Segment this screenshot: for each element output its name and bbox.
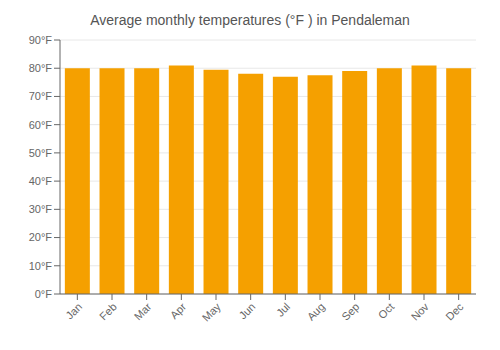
svg-text:50°F: 50°F [29, 147, 53, 159]
svg-text:20°F: 20°F [29, 231, 53, 243]
svg-text:Sep: Sep [339, 300, 361, 322]
svg-text:Apr: Apr [168, 300, 189, 321]
svg-text:0°F: 0°F [35, 288, 53, 300]
svg-text:May: May [200, 300, 224, 324]
svg-text:90°F: 90°F [29, 34, 53, 46]
svg-text:70°F: 70°F [29, 90, 53, 102]
svg-text:Feb: Feb [97, 300, 119, 322]
svg-text:Jul: Jul [274, 300, 292, 318]
svg-text:40°F: 40°F [29, 175, 53, 187]
svg-text:Dec: Dec [443, 300, 466, 323]
svg-text:Jan: Jan [63, 300, 84, 321]
svg-text:30°F: 30°F [29, 203, 53, 215]
svg-text:10°F: 10°F [29, 260, 53, 272]
svg-text:Nov: Nov [409, 300, 432, 323]
svg-text:60°F: 60°F [29, 119, 53, 131]
svg-text:Aug: Aug [305, 300, 327, 322]
html-text:Average monthly temperatures (: Average monthly temperatures (°F ) in Pe… [90, 12, 410, 28]
svg-text:Mar: Mar [132, 300, 154, 322]
svg-text:Jun: Jun [237, 300, 258, 321]
svg-text:80°F: 80°F [29, 62, 53, 74]
svg-text:Oct: Oct [376, 300, 397, 321]
